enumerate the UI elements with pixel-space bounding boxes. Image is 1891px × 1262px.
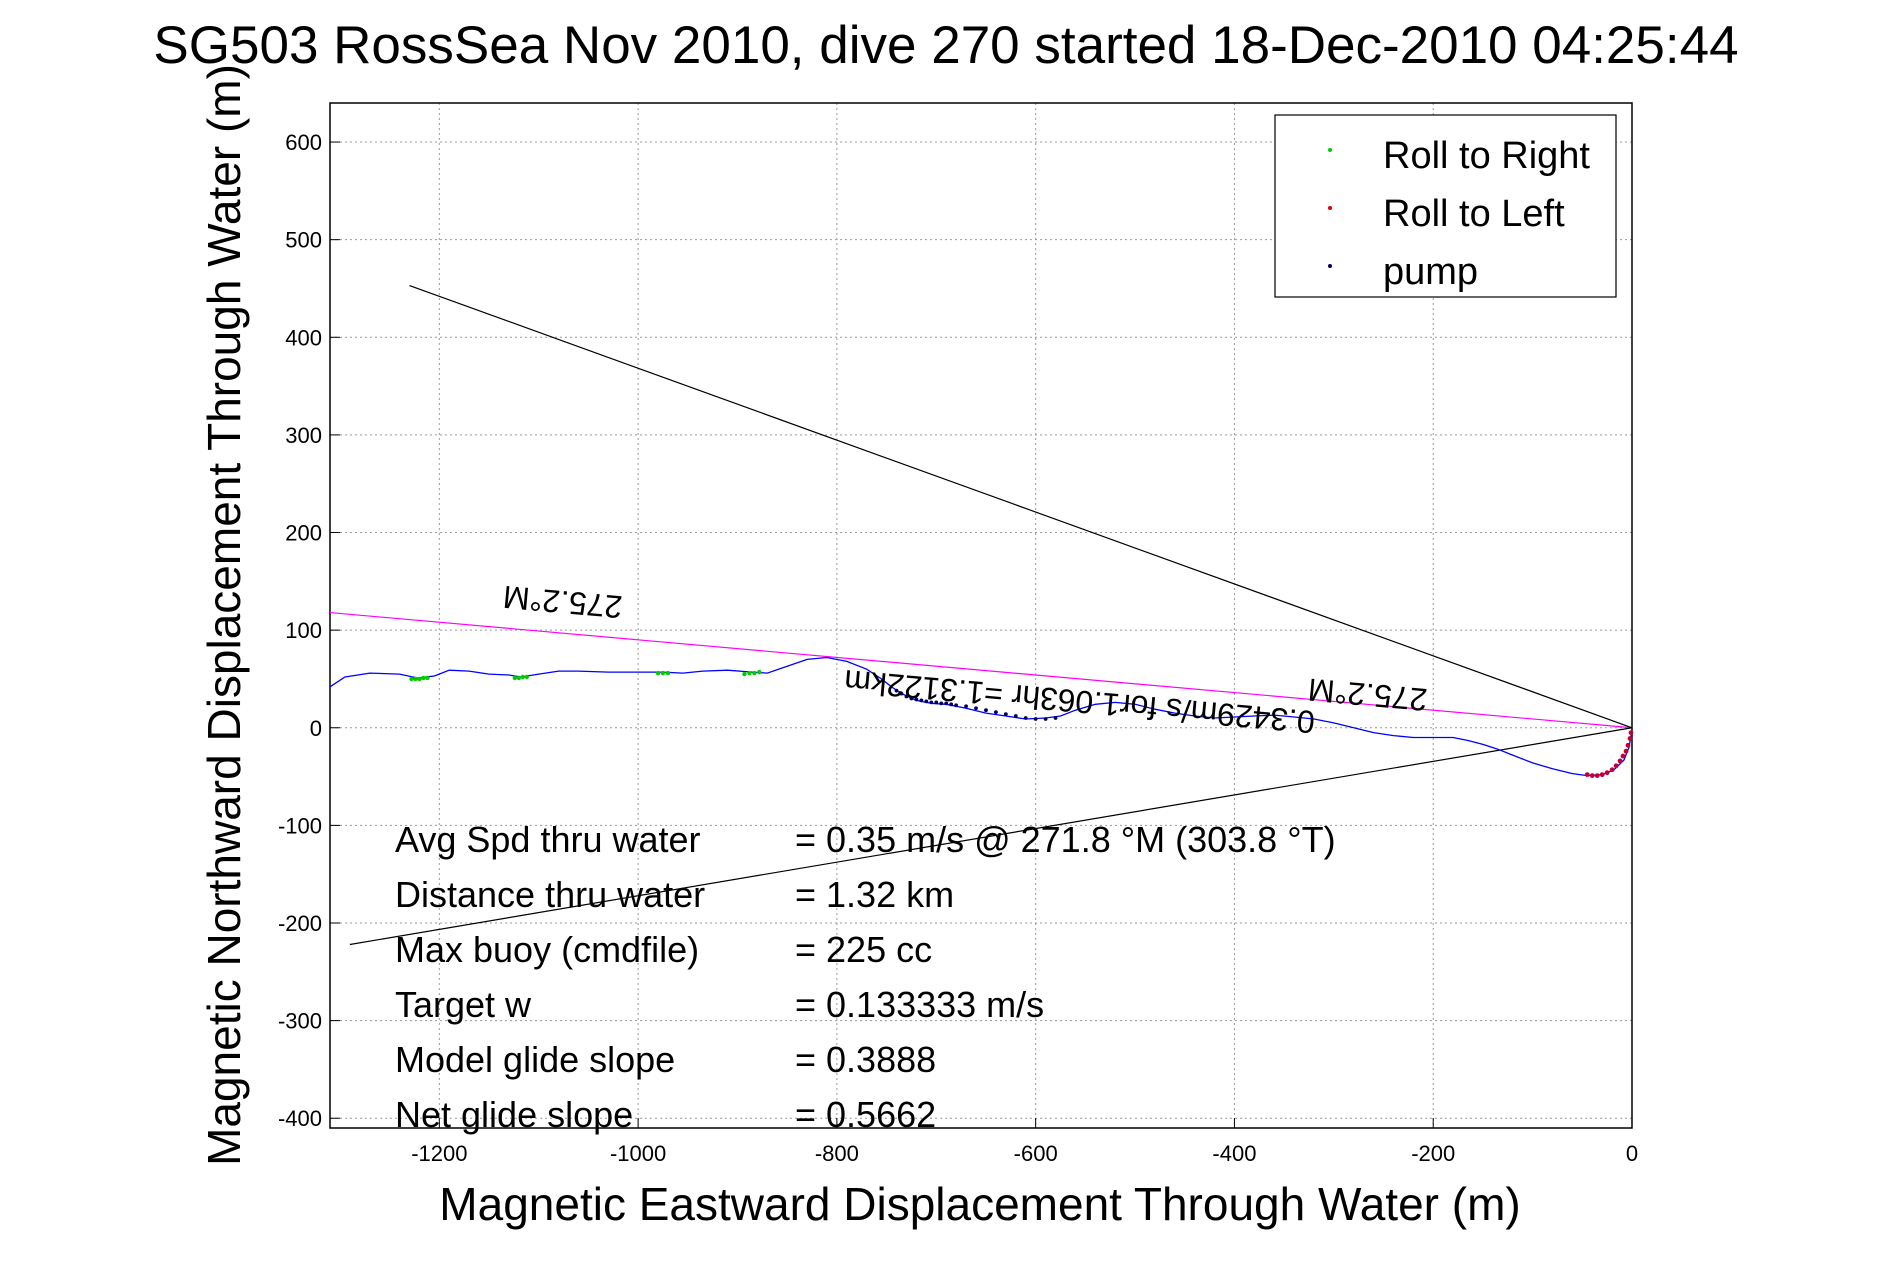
stat-label: Max buoy (cmdfile) bbox=[395, 929, 699, 970]
roll-right-point bbox=[512, 675, 518, 681]
roll-right-point bbox=[655, 670, 661, 676]
roll-left-point bbox=[1613, 763, 1619, 769]
upper-line bbox=[409, 284, 1633, 729]
pump-point bbox=[1053, 716, 1058, 720]
y-tick-label: 500 bbox=[285, 228, 322, 253]
y-tick-label: 0 bbox=[310, 716, 322, 741]
roll-right-point bbox=[742, 671, 747, 677]
roll-right-point bbox=[425, 675, 430, 681]
stat-label: Avg Spd thru water bbox=[395, 819, 701, 860]
roll-left-point bbox=[1623, 748, 1629, 754]
pump-point bbox=[944, 701, 949, 706]
pump-point bbox=[964, 704, 968, 709]
stat-label: Distance thru water bbox=[395, 874, 705, 915]
legend-label-roll-right: Roll to Right bbox=[1383, 135, 1590, 177]
roll-left-point bbox=[1594, 773, 1600, 778]
roll-left-point bbox=[1620, 753, 1626, 759]
roll-right-point bbox=[524, 674, 529, 680]
x-axis-label: Magnetic Eastward Displacement Through W… bbox=[439, 1178, 1520, 1230]
roll-right-point bbox=[747, 670, 752, 676]
y-tick-label: -300 bbox=[278, 1009, 322, 1034]
pump-point bbox=[939, 701, 944, 706]
roll-right-point bbox=[421, 675, 426, 681]
pump-point bbox=[949, 702, 954, 707]
plot-area bbox=[329, 102, 1633, 1129]
pump-point bbox=[899, 691, 904, 696]
x-tick-label: 0 bbox=[1626, 1141, 1638, 1166]
pump-point bbox=[894, 688, 899, 693]
y-tick-label: -400 bbox=[278, 1106, 322, 1131]
pump-point bbox=[1043, 717, 1048, 721]
x-tick-label: -1200 bbox=[411, 1141, 467, 1166]
stat-value: = 0.3888 bbox=[795, 1039, 936, 1080]
heading-line bbox=[329, 611, 1633, 729]
legend-marker-roll-right bbox=[1328, 148, 1332, 152]
stat-value: = 0.5662 bbox=[795, 1094, 936, 1135]
roll-left-point bbox=[1584, 772, 1590, 778]
roll-left-point bbox=[1604, 770, 1610, 776]
y-tick-label: -100 bbox=[278, 813, 322, 838]
x-tick-label: -200 bbox=[1411, 1141, 1455, 1166]
y-axis-label: Magnetic Northward Displacement Through … bbox=[198, 64, 250, 1166]
y-tick-label: 200 bbox=[285, 521, 322, 546]
pump-point bbox=[1013, 714, 1018, 718]
roll-left-point bbox=[1627, 736, 1633, 741]
x-tick-label: -600 bbox=[1014, 1141, 1058, 1166]
chart-title: SG503 RossSea Nov 2010, dive 270 started… bbox=[153, 16, 1738, 75]
pump-point bbox=[934, 700, 939, 705]
roll-right-point bbox=[520, 674, 526, 680]
roll-left-point bbox=[1628, 730, 1634, 736]
roll-right-point bbox=[665, 670, 671, 676]
pump-point bbox=[1033, 717, 1038, 721]
roll-left-point bbox=[1599, 772, 1605, 778]
roll-left-point bbox=[1589, 773, 1595, 778]
axis-ticks: -1200 -1000 -800 -600 -400 -200 0-400-300-200-… bbox=[278, 130, 1638, 1166]
y-tick-label: 600 bbox=[285, 130, 322, 155]
pump-point bbox=[904, 694, 909, 699]
legend-label-pump: pump bbox=[1383, 251, 1478, 293]
pump-point bbox=[924, 699, 929, 704]
roll-left-point bbox=[1625, 742, 1631, 748]
stats-annotation: Avg Spd thru water = 0.35 m/s @ 271.8 °M… bbox=[395, 819, 1336, 1135]
legend-marker-pump bbox=[1328, 264, 1332, 268]
pump-point bbox=[919, 698, 924, 703]
y-tick-label: -200 bbox=[278, 911, 322, 936]
roll-right-point bbox=[757, 669, 762, 675]
pump-point bbox=[1003, 712, 1008, 716]
roll-right-point bbox=[413, 676, 418, 682]
y-tick-label: 400 bbox=[285, 325, 322, 350]
stat-value: = 0.133333 m/s bbox=[795, 984, 1044, 1025]
pump-point bbox=[909, 696, 914, 701]
roll-right-point bbox=[516, 675, 522, 681]
stat-value: = 0.35 m/s @ 271.8 °M (303.8 °T) bbox=[795, 819, 1336, 860]
roll-right-point bbox=[752, 670, 757, 676]
stat-label: Net glide slope bbox=[395, 1094, 633, 1135]
lower-line bbox=[349, 727, 1633, 946]
y-tick-label: 300 bbox=[285, 423, 322, 448]
legend-marker-roll-left bbox=[1328, 206, 1332, 210]
pump-point bbox=[954, 703, 959, 708]
stat-label: Target w bbox=[395, 984, 532, 1025]
x-tick-label: -400 bbox=[1212, 1141, 1256, 1166]
pump-point bbox=[974, 706, 978, 711]
legend-label-roll-left: Roll to Left bbox=[1383, 193, 1565, 235]
y-tick-label: 100 bbox=[285, 618, 322, 643]
pump-point bbox=[1023, 716, 1028, 720]
stat-label: Model glide slope bbox=[395, 1039, 675, 1080]
pump-point bbox=[929, 700, 934, 705]
stat-value: = 225 cc bbox=[795, 929, 932, 970]
x-tick-label: -1000 bbox=[610, 1141, 666, 1166]
roll-right-point bbox=[409, 676, 414, 682]
roll-right-point bbox=[660, 670, 666, 676]
pump-point bbox=[914, 697, 919, 702]
roll-right-point bbox=[417, 676, 422, 682]
stat-value: = 1.32 km bbox=[795, 874, 954, 915]
roll-left-point bbox=[1609, 767, 1615, 773]
pump-point bbox=[984, 708, 988, 713]
pump-point bbox=[994, 710, 998, 715]
x-tick-label: -800 bbox=[815, 1141, 859, 1166]
roll-left-point bbox=[1617, 758, 1623, 764]
legend: Roll to Right Roll to Left pump bbox=[1274, 114, 1617, 298]
